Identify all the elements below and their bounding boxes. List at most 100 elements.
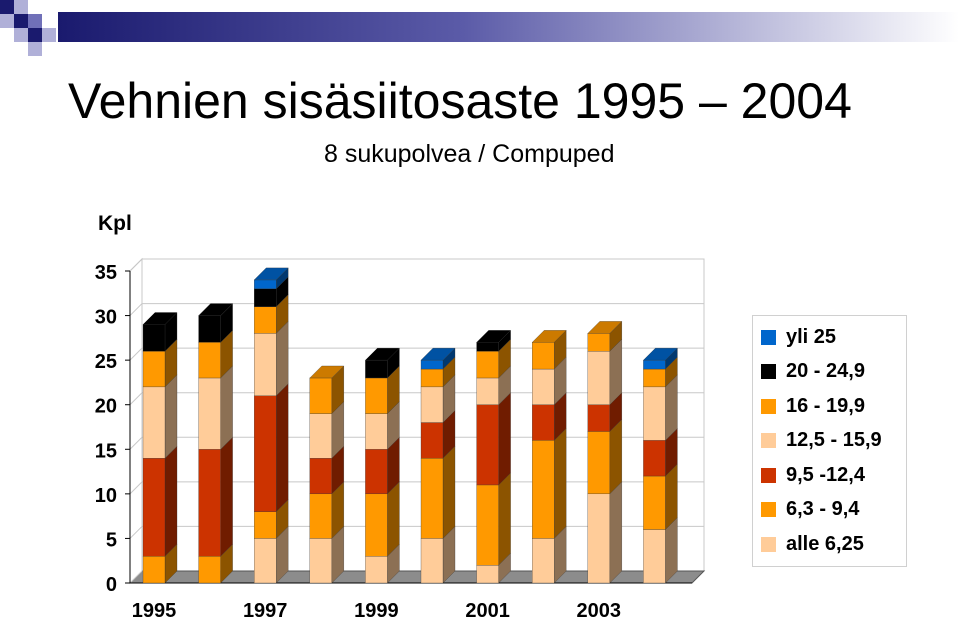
legend-item: alle 6,25	[761, 532, 864, 556]
bar-segment-top	[420, 347, 456, 361]
bar-segment-side	[609, 481, 622, 584]
legend-label: 6,3 - 9,4	[786, 498, 860, 520]
bar-segment	[309, 493, 332, 539]
legend-item: 16 - 19,9	[761, 394, 865, 418]
bar-segment	[309, 413, 332, 459]
chart-side-wall	[129, 257, 143, 585]
x-tick-label: 2003	[577, 600, 622, 619]
decoration-square	[28, 28, 42, 42]
gridline-diagonal	[129, 303, 143, 316]
decoration-square	[0, 0, 14, 14]
bar-segment	[420, 538, 444, 584]
y-tick-label: 10	[95, 485, 117, 507]
legend-swatch	[761, 329, 776, 345]
bar-segment	[476, 484, 499, 566]
bar-segment-side	[609, 419, 622, 495]
y-tick-label: 35	[95, 262, 117, 284]
bar-segment	[643, 386, 666, 441]
legend-label: 16 - 19,9	[786, 394, 865, 417]
legend-label: yli 25	[786, 325, 837, 348]
bar-segment	[587, 493, 610, 584]
decoration-square	[14, 14, 28, 28]
bar-segment	[476, 342, 499, 352]
legend-item: 12,5 - 15,9	[761, 429, 882, 453]
decoration-square	[28, 42, 42, 56]
bar-segment	[420, 368, 444, 388]
bar-segment	[254, 538, 277, 584]
bar-segment-top	[142, 312, 178, 325]
gridline-diagonal	[129, 392, 143, 406]
bar-segment-top	[643, 347, 678, 361]
bar-segment	[365, 377, 388, 414]
decoration-square	[28, 0, 42, 14]
bar-segment	[142, 386, 166, 459]
bar-segment	[643, 475, 666, 530]
bar-segment	[365, 556, 388, 584]
bar-segment	[476, 377, 499, 405]
legend-item: 20 - 24,9	[761, 360, 865, 384]
page-subtitle: 8 sukupolvea / Compuped	[324, 140, 615, 168]
bar-segment	[420, 386, 444, 423]
bar-segment	[309, 538, 332, 584]
bar-segment	[309, 458, 332, 495]
legend-swatch	[761, 467, 776, 483]
bar-segment	[254, 395, 277, 512]
bar-segment-side	[498, 392, 511, 486]
title-decoration	[0, 0, 959, 56]
bar-segment	[587, 404, 610, 432]
decoration-bar	[58, 12, 959, 42]
bar-segment	[476, 404, 499, 486]
decoration-square	[42, 28, 56, 42]
bar-segment	[476, 565, 499, 584]
bar-segment-side	[498, 472, 511, 566]
x-tick-label: 1997	[243, 600, 288, 619]
bar-segment	[254, 333, 277, 396]
bar-segment	[420, 359, 444, 370]
y-tick-label: 15	[95, 440, 117, 462]
bar-segment	[254, 288, 277, 307]
bar-segment	[476, 351, 499, 379]
gridline-diagonal	[129, 526, 143, 539]
decoration-square	[14, 0, 28, 14]
legend-swatch	[761, 398, 776, 414]
gridline-diagonal	[129, 481, 143, 495]
legend-swatch	[761, 536, 776, 552]
bar-segment	[365, 493, 388, 557]
bar-segment	[254, 511, 277, 539]
page-title: Vehnien sisäsiitosaste 1995 – 2004	[68, 73, 852, 129]
bar-segment	[142, 556, 166, 584]
bar-segment-top	[198, 303, 233, 316]
legend-item: yli 25	[761, 325, 836, 349]
bar-segment-top	[587, 321, 623, 334]
bar-segment-side	[387, 481, 400, 557]
bar-segment-side	[220, 365, 233, 450]
legend-label: 20 - 24,9	[786, 360, 865, 382]
bar-segment-top	[309, 365, 345, 379]
bar-segment-top	[365, 347, 400, 361]
chart-legend: yli 25 20 - 24,9 16 - 19,9 12,5 - 15,9 9,5 -…	[752, 315, 907, 567]
bar-segment	[142, 351, 166, 388]
legend-label: 12,5 - 15,9	[786, 429, 882, 451]
bar-segment	[587, 431, 610, 495]
x-tick-label: 1995	[132, 600, 177, 619]
y-axis-label: Kpl	[98, 212, 132, 235]
gridline-diagonal	[129, 347, 143, 361]
y-tick-label: 5	[106, 529, 117, 551]
bar-segment	[198, 377, 221, 450]
decoration-square	[0, 14, 14, 28]
bar-segment	[309, 377, 332, 414]
bar-segment	[254, 279, 277, 289]
bar-segment-side	[554, 428, 567, 539]
x-tick-label: 1999	[354, 600, 399, 619]
bar-segment-top	[476, 330, 511, 343]
bar-segment	[420, 458, 444, 539]
bar-segment-side	[164, 374, 178, 459]
bar-segment	[365, 413, 388, 450]
legend-label: 9,5 -12,4	[786, 463, 865, 486]
x-tick-label: 2001	[465, 600, 510, 619]
legend-swatch	[761, 364, 776, 379]
gridline-diagonal	[129, 258, 143, 272]
y-tick-label: 30	[95, 307, 117, 329]
bar-segment-side	[164, 445, 178, 557]
